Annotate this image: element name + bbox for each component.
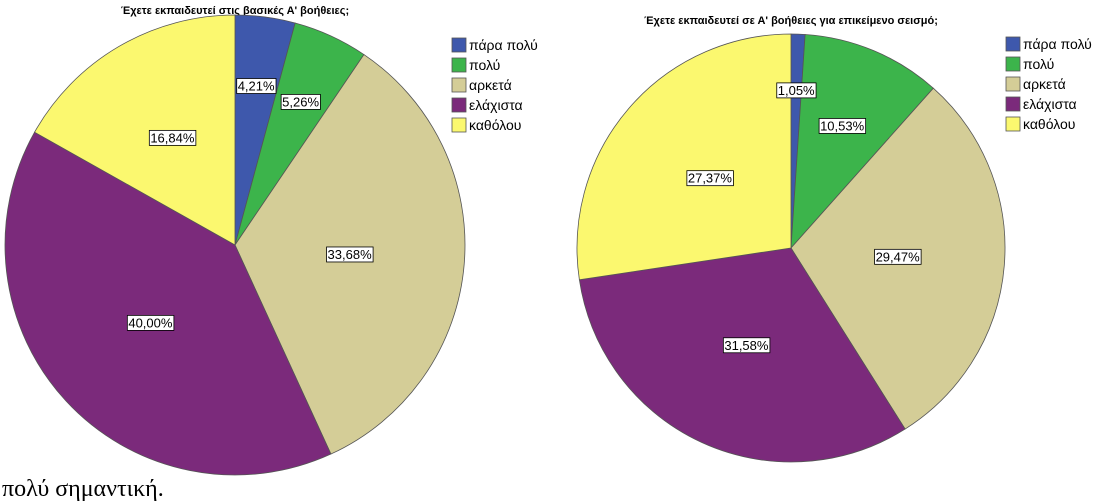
legend-label: αρκετά xyxy=(1023,76,1066,92)
value-label-box xyxy=(776,82,817,99)
legend-swatch xyxy=(1005,116,1021,132)
value-label-box xyxy=(126,314,175,331)
value-label-text: 31,58% xyxy=(724,338,769,353)
legend-swatch xyxy=(451,97,467,113)
legend-label: ελάχιστα xyxy=(469,97,523,113)
pie-slice xyxy=(790,34,934,250)
value-label-box xyxy=(148,129,197,146)
value-label-text: 5,26% xyxy=(282,94,319,109)
pie-slice xyxy=(576,33,792,281)
caption: πολύ σημαντική. xyxy=(2,476,164,502)
value-label-box xyxy=(874,248,922,265)
legend-swatch xyxy=(1005,36,1021,52)
legend-swatch xyxy=(451,57,467,73)
legend-swatch xyxy=(451,37,467,53)
value-label-text: 1,05% xyxy=(778,83,815,98)
legend-label: καθόλου xyxy=(469,117,521,133)
value-label: 10,53% xyxy=(818,118,867,134)
value-label: 29,47% xyxy=(874,248,922,265)
value-label-text: 16,84% xyxy=(150,130,195,145)
legend-label: ελάχιστα xyxy=(1023,96,1077,112)
legend-label: πολύ xyxy=(1023,56,1054,72)
legend-label: πολύ xyxy=(469,57,500,73)
chart-title: Έχετε εκπαιδευτεί σε Α' βοήθειες για επι… xyxy=(644,15,938,27)
value-label-box xyxy=(818,118,867,134)
value-label-box xyxy=(686,170,734,187)
value-label-box xyxy=(236,78,277,94)
value-label: 5,26% xyxy=(280,94,321,110)
legend-label: καθόλου xyxy=(1023,116,1075,132)
value-label: 4,21% xyxy=(236,78,277,94)
legend-swatch xyxy=(1005,96,1021,112)
chart-title: Έχετε εκπαιδευτεί στις βασικές Α' βοήθει… xyxy=(121,5,349,17)
legend-swatch xyxy=(451,77,467,93)
legend-swatch xyxy=(451,117,467,133)
value-label-text: 33,68% xyxy=(328,247,373,262)
value-label-text: 29,47% xyxy=(876,249,921,264)
legend-label: πάρα πολύ xyxy=(469,37,538,53)
value-label-text: 40,00% xyxy=(128,315,173,330)
value-label: 40,00% xyxy=(126,314,175,331)
value-label: 16,84% xyxy=(148,129,197,146)
value-label-box xyxy=(326,246,374,263)
pie-slice xyxy=(34,14,236,246)
value-label-box xyxy=(280,94,321,110)
value-label-text: 4,21% xyxy=(238,79,275,94)
legend-swatch xyxy=(1005,56,1021,72)
pie-slice xyxy=(578,247,906,463)
value-label-box xyxy=(722,337,771,354)
value-label: 27,37% xyxy=(686,170,734,187)
value-label: 31,58% xyxy=(722,337,771,354)
legend-label: πάρα πολύ xyxy=(1023,36,1092,52)
value-label: 1,05% xyxy=(776,82,817,99)
pie-slice xyxy=(4,131,332,476)
value-label-text: 10,53% xyxy=(820,118,865,133)
value-label-text: 27,37% xyxy=(688,171,733,186)
value-label: 33,68% xyxy=(326,246,374,263)
legend-label: αρκετά xyxy=(469,77,512,93)
legend-swatch xyxy=(1005,76,1021,92)
